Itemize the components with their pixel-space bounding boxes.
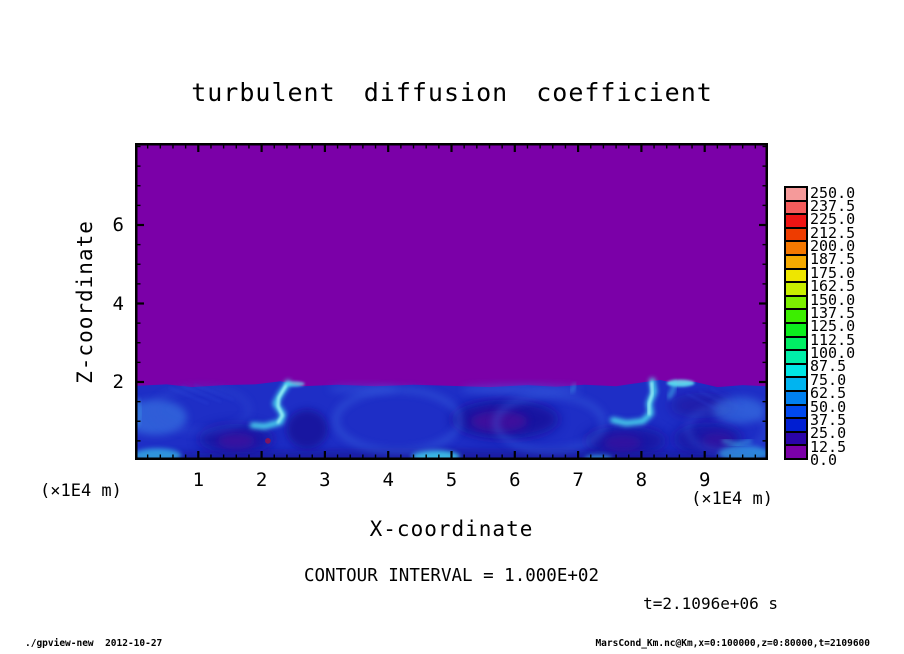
plot-border — [135, 143, 768, 460]
eddy-patch — [701, 432, 734, 450]
colorbar-label-150.0: 150.0 — [810, 290, 856, 309]
colorbar-label-225.0: 225.0 — [810, 210, 856, 229]
eddy-patch — [460, 384, 582, 396]
colorbar-label-137.5: 137.5 — [810, 303, 856, 322]
z-axis-unit-label: (×1E4 m) — [40, 481, 122, 501]
plume-streak — [647, 381, 654, 416]
page-title: turbulent diffusion coefficient — [191, 78, 713, 107]
colorbar-label-200.0: 200.0 — [810, 237, 856, 255]
footer-command-stamp: ./gpview-new 2012-10-27 — [25, 638, 163, 649]
x-axis-unit-label: (×1E4 m) — [691, 489, 773, 509]
colorbar-cell-1 — [786, 201, 806, 216]
colorbar-cell-11 — [786, 337, 806, 352]
contour-plot-canvas — [135, 143, 768, 460]
colorbar-label-62.5: 62.5 — [810, 384, 847, 403]
colorbar-cell-15 — [786, 391, 806, 406]
eddy-patch — [286, 409, 329, 449]
colorbar-label-87.5: 87.5 — [810, 357, 847, 376]
colorbar-cell-18 — [786, 432, 806, 447]
contour-interval-note: CONTOUR INTERVAL = 1.000E+02 — [303, 566, 599, 586]
colorbar-cell-9 — [786, 310, 806, 324]
colorbar-cell-8 — [786, 296, 806, 311]
colorbar-label-25.0: 25.0 — [810, 424, 847, 443]
colorbar-label-37.5: 37.5 — [810, 410, 847, 429]
x-axis-label: X-coordinate — [369, 517, 534, 541]
colorbar-cell-3 — [786, 228, 806, 243]
turbulent-layer-field — [135, 377, 768, 460]
z-tick-label-2: 2 — [112, 371, 124, 393]
eddy-patch — [666, 379, 695, 387]
plot-area — [135, 143, 768, 460]
colorbar-label-50.0: 50.0 — [810, 397, 847, 416]
colorbar-cell-19 — [786, 446, 806, 458]
colorbar-cell-5 — [786, 255, 806, 270]
colorbar-cell-10 — [786, 323, 806, 338]
eddy-patch — [135, 448, 182, 460]
colorbar-label-112.5: 112.5 — [810, 330, 856, 349]
colorbar-label-12.5: 12.5 — [810, 437, 847, 456]
plume-streak — [667, 380, 677, 399]
x-tick-label-7: 7 — [572, 469, 584, 491]
colorbar-label-237.5: 237.5 — [810, 196, 856, 215]
eddy-patch — [470, 410, 528, 432]
x-tick-label-1: 1 — [192, 469, 205, 491]
colorbar-label-162.5: 162.5 — [810, 277, 856, 296]
colorbar-cell-0 — [786, 188, 806, 202]
x-tick-label-2: 2 — [255, 469, 268, 491]
colorbar-label-125.0: 125.0 — [810, 317, 856, 336]
x-tick-label-6: 6 — [509, 469, 521, 491]
plume-streak — [710, 388, 744, 406]
colorbar-cell-2 — [786, 215, 806, 229]
plume-streak — [570, 383, 577, 393]
plume-streak — [609, 377, 658, 427]
colorbar-cell-17 — [786, 419, 806, 433]
plume-streak — [721, 439, 753, 446]
colorbar-label-212.5: 212.5 — [810, 223, 856, 242]
z-tick-label-6: 6 — [112, 214, 124, 236]
footer-data-source-stamp: MarsCond_Km.nc@Km,x=0:100000,z=0:80000,t… — [595, 638, 870, 649]
colorbar-cell-4 — [786, 242, 806, 256]
plume-streak — [169, 387, 209, 405]
plume-streak — [181, 385, 222, 403]
contour-speck — [265, 438, 271, 444]
x-tick-label-8: 8 — [635, 469, 648, 491]
x-tick-label-4: 4 — [382, 469, 394, 491]
eddy-patch — [217, 433, 256, 449]
x-tick-label-3: 3 — [319, 469, 331, 491]
plume-streak — [276, 384, 287, 424]
time-annotation: t=2.1096e+06 s — [643, 594, 778, 613]
eddy-patch — [712, 396, 767, 424]
colorbar-label-250.0: 250.0 — [810, 183, 856, 202]
colorbar-label-187.5: 187.5 — [810, 250, 856, 269]
colorbar — [784, 186, 808, 460]
x-tick-label-9: 9 — [698, 469, 711, 491]
colorbar-label-175.0: 175.0 — [810, 263, 856, 282]
eddy-rim — [493, 393, 606, 454]
plume-streak — [194, 384, 234, 401]
plume-streak — [698, 390, 733, 408]
colorbar-cell-12 — [786, 351, 806, 365]
z-tick-label-4: 4 — [112, 292, 124, 315]
colorbar-label-100.0: 100.0 — [810, 344, 856, 362]
x-tick-label-5: 5 — [445, 469, 458, 491]
colorbar-cell-7 — [786, 283, 806, 297]
eddy-patch — [603, 434, 642, 451]
plume-streak — [686, 393, 719, 411]
colorbar-cell-6 — [786, 269, 806, 284]
colorbar-label-0.0: 0.0 — [810, 451, 838, 469]
eddy-rim — [333, 387, 463, 454]
colorbar-cell-16 — [786, 405, 806, 420]
colorbar-label-75.0: 75.0 — [810, 370, 847, 389]
colorbar-cell-14 — [786, 378, 806, 392]
colorbar-cell-13 — [786, 364, 806, 379]
